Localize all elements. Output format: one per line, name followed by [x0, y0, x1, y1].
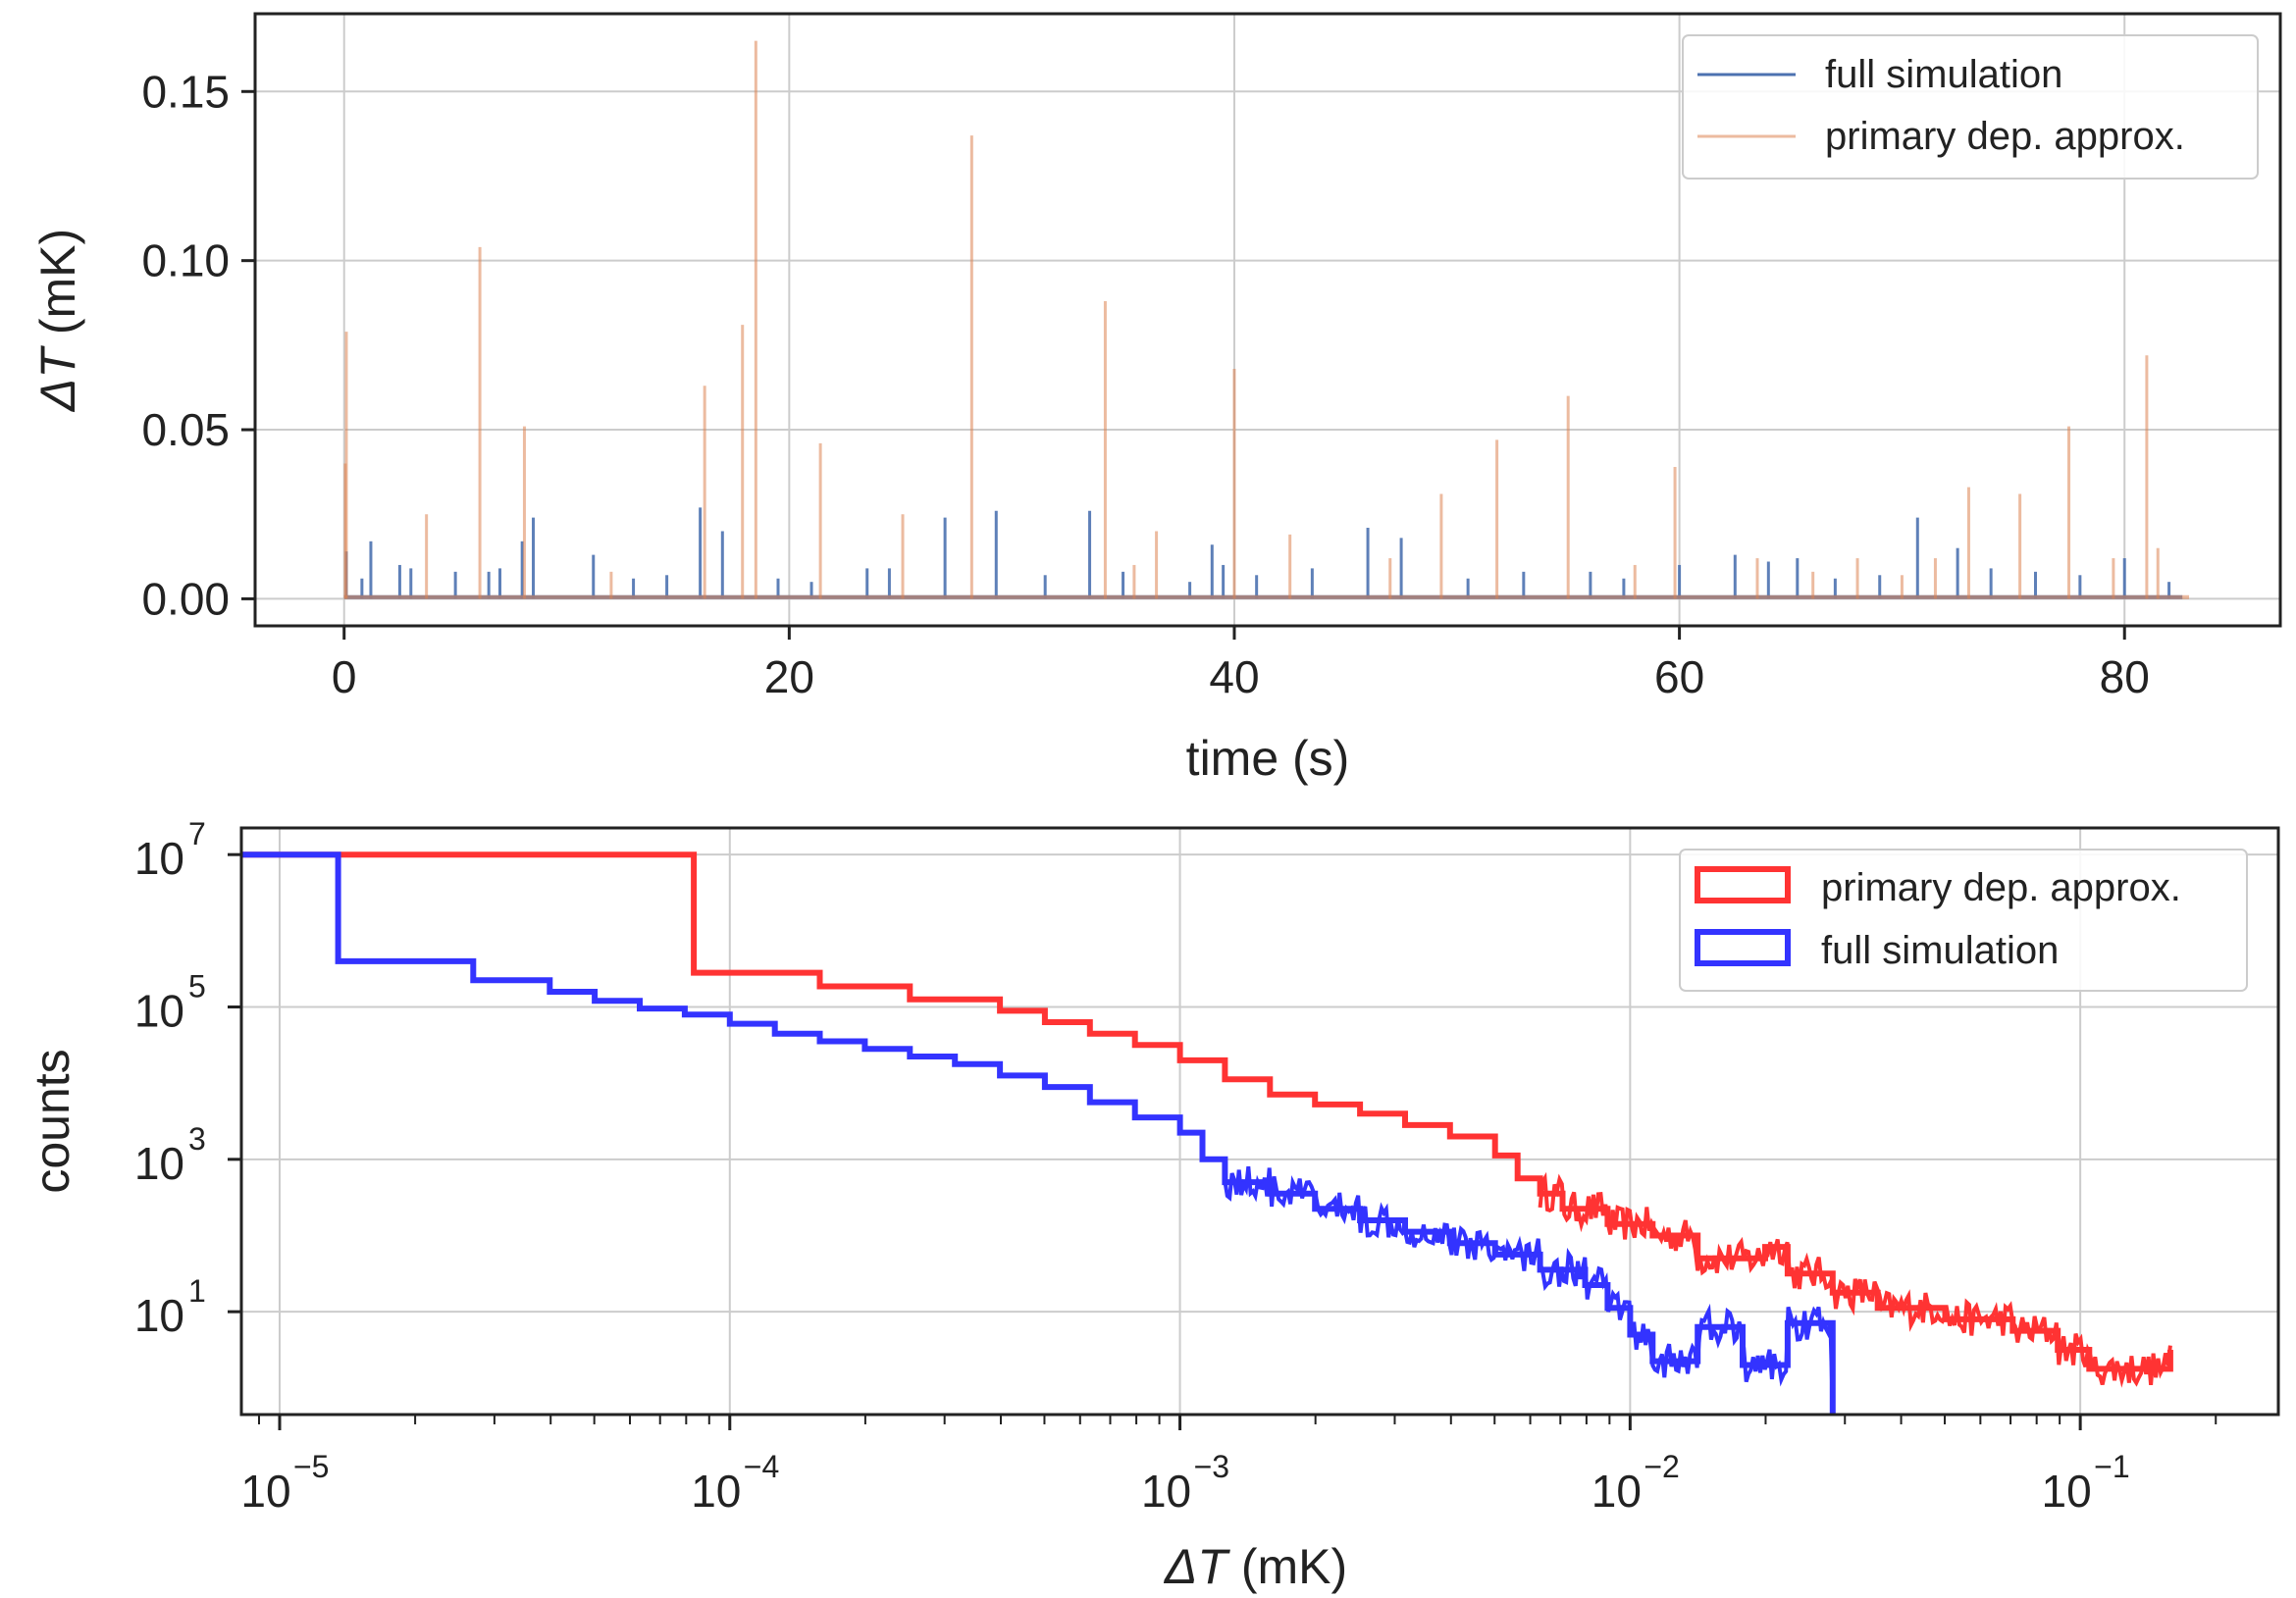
bottom-xticks: 10 −5 10 −4 10 −3 10 −2 10 −1	[240, 1415, 2218, 1517]
bottom-xtick-label: 10	[2042, 1466, 2092, 1517]
top-xtick-label: 60	[1654, 651, 1704, 702]
top-ytick-label: 0.05	[141, 404, 230, 455]
bottom-full-simulation-noise-texture	[1223, 1165, 1835, 1411]
bottom-xtick-label: 10	[691, 1466, 741, 1517]
top-y-axis-label: ΔT (mK)	[30, 229, 85, 412]
bottom-y-axis-label: counts	[25, 1049, 79, 1193]
top-ytick-label: 0.00	[141, 573, 230, 624]
top-series-primary-dep-approx	[343, 40, 2190, 599]
bottom-ytick-exponent: 7	[188, 816, 206, 851]
bottom-ytick-exponent: 5	[188, 969, 206, 1005]
top-legend-box	[1682, 34, 2259, 180]
top-chart: 0 20 40 60 80 0.00 0.05 0.10 0.15 time (s) ΔT (…	[30, 12, 2282, 786]
bottom-ytick-label: 10	[134, 986, 184, 1037]
bottom-legend: primary dep. approx. full simulation	[1679, 849, 2248, 992]
bottom-legend-label-full-simulation: full simulation	[1821, 929, 2059, 972]
bottom-xtick-exponent: −4	[744, 1449, 779, 1484]
bottom-xtick-label: 10	[1141, 1466, 1191, 1517]
top-xtick-label: 20	[764, 651, 814, 702]
top-legend: full simulation primary dep. approx.	[1682, 34, 2259, 180]
top-ytick-label: 0.10	[141, 235, 230, 286]
bottom-primary-dep-approx-step-line	[241, 851, 2173, 1372]
bottom-ytick-exponent: 3	[188, 1121, 206, 1157]
bottom-xtick-exponent: −5	[293, 1449, 329, 1484]
bottom-legend-swatch-full-simulation	[1695, 929, 1791, 966]
top-xtick-label: 40	[1209, 651, 1259, 702]
bottom-legend-label-primary-dep-approx: primary dep. approx.	[1821, 866, 2181, 909]
bottom-legend-swatch-primary-dep-approx	[1695, 866, 1791, 903]
bottom-ytick-exponent: 1	[188, 1273, 206, 1309]
top-xtick-label: 80	[2100, 651, 2150, 702]
top-x-axis-label: time (s)	[1186, 731, 1350, 786]
bottom-series-full-simulation	[241, 851, 1836, 1415]
top-ytick-label: 0.15	[141, 66, 230, 117]
bottom-xtick-label: 10	[240, 1466, 290, 1517]
bottom-x-axis-label: ΔT (mK)	[1164, 1539, 1347, 1594]
bottom-xtick-exponent: −3	[1194, 1449, 1229, 1484]
bottom-primary-dep-approx-noise-texture	[1538, 1171, 2172, 1388]
top-plot-frame	[253, 12, 2282, 628]
top-legend-label-full-simulation: full simulation	[1825, 53, 2062, 96]
top-legend-label-primary-dep-approx: primary dep. approx.	[1825, 115, 2185, 158]
top-yticks: 0.00 0.05 0.10 0.15	[141, 66, 255, 624]
top-xtick-label: 0	[332, 651, 357, 702]
bottom-xtick-exponent: −1	[2094, 1449, 2129, 1484]
bottom-legend-box	[1679, 849, 2248, 992]
bottom-series-primary-dep-approx	[241, 851, 2173, 1388]
bottom-xtick-exponent: −2	[1644, 1449, 1679, 1484]
bottom-ytick-label: 10	[134, 833, 184, 884]
bottom-ytick-label: 10	[134, 1290, 184, 1341]
top-xticks: 0 20 40 60 80	[332, 626, 2150, 702]
bottom-xtick-label: 10	[1592, 1466, 1642, 1517]
bottom-plot-frame	[239, 826, 2280, 1417]
bottom-ytick-label: 10	[134, 1138, 184, 1189]
